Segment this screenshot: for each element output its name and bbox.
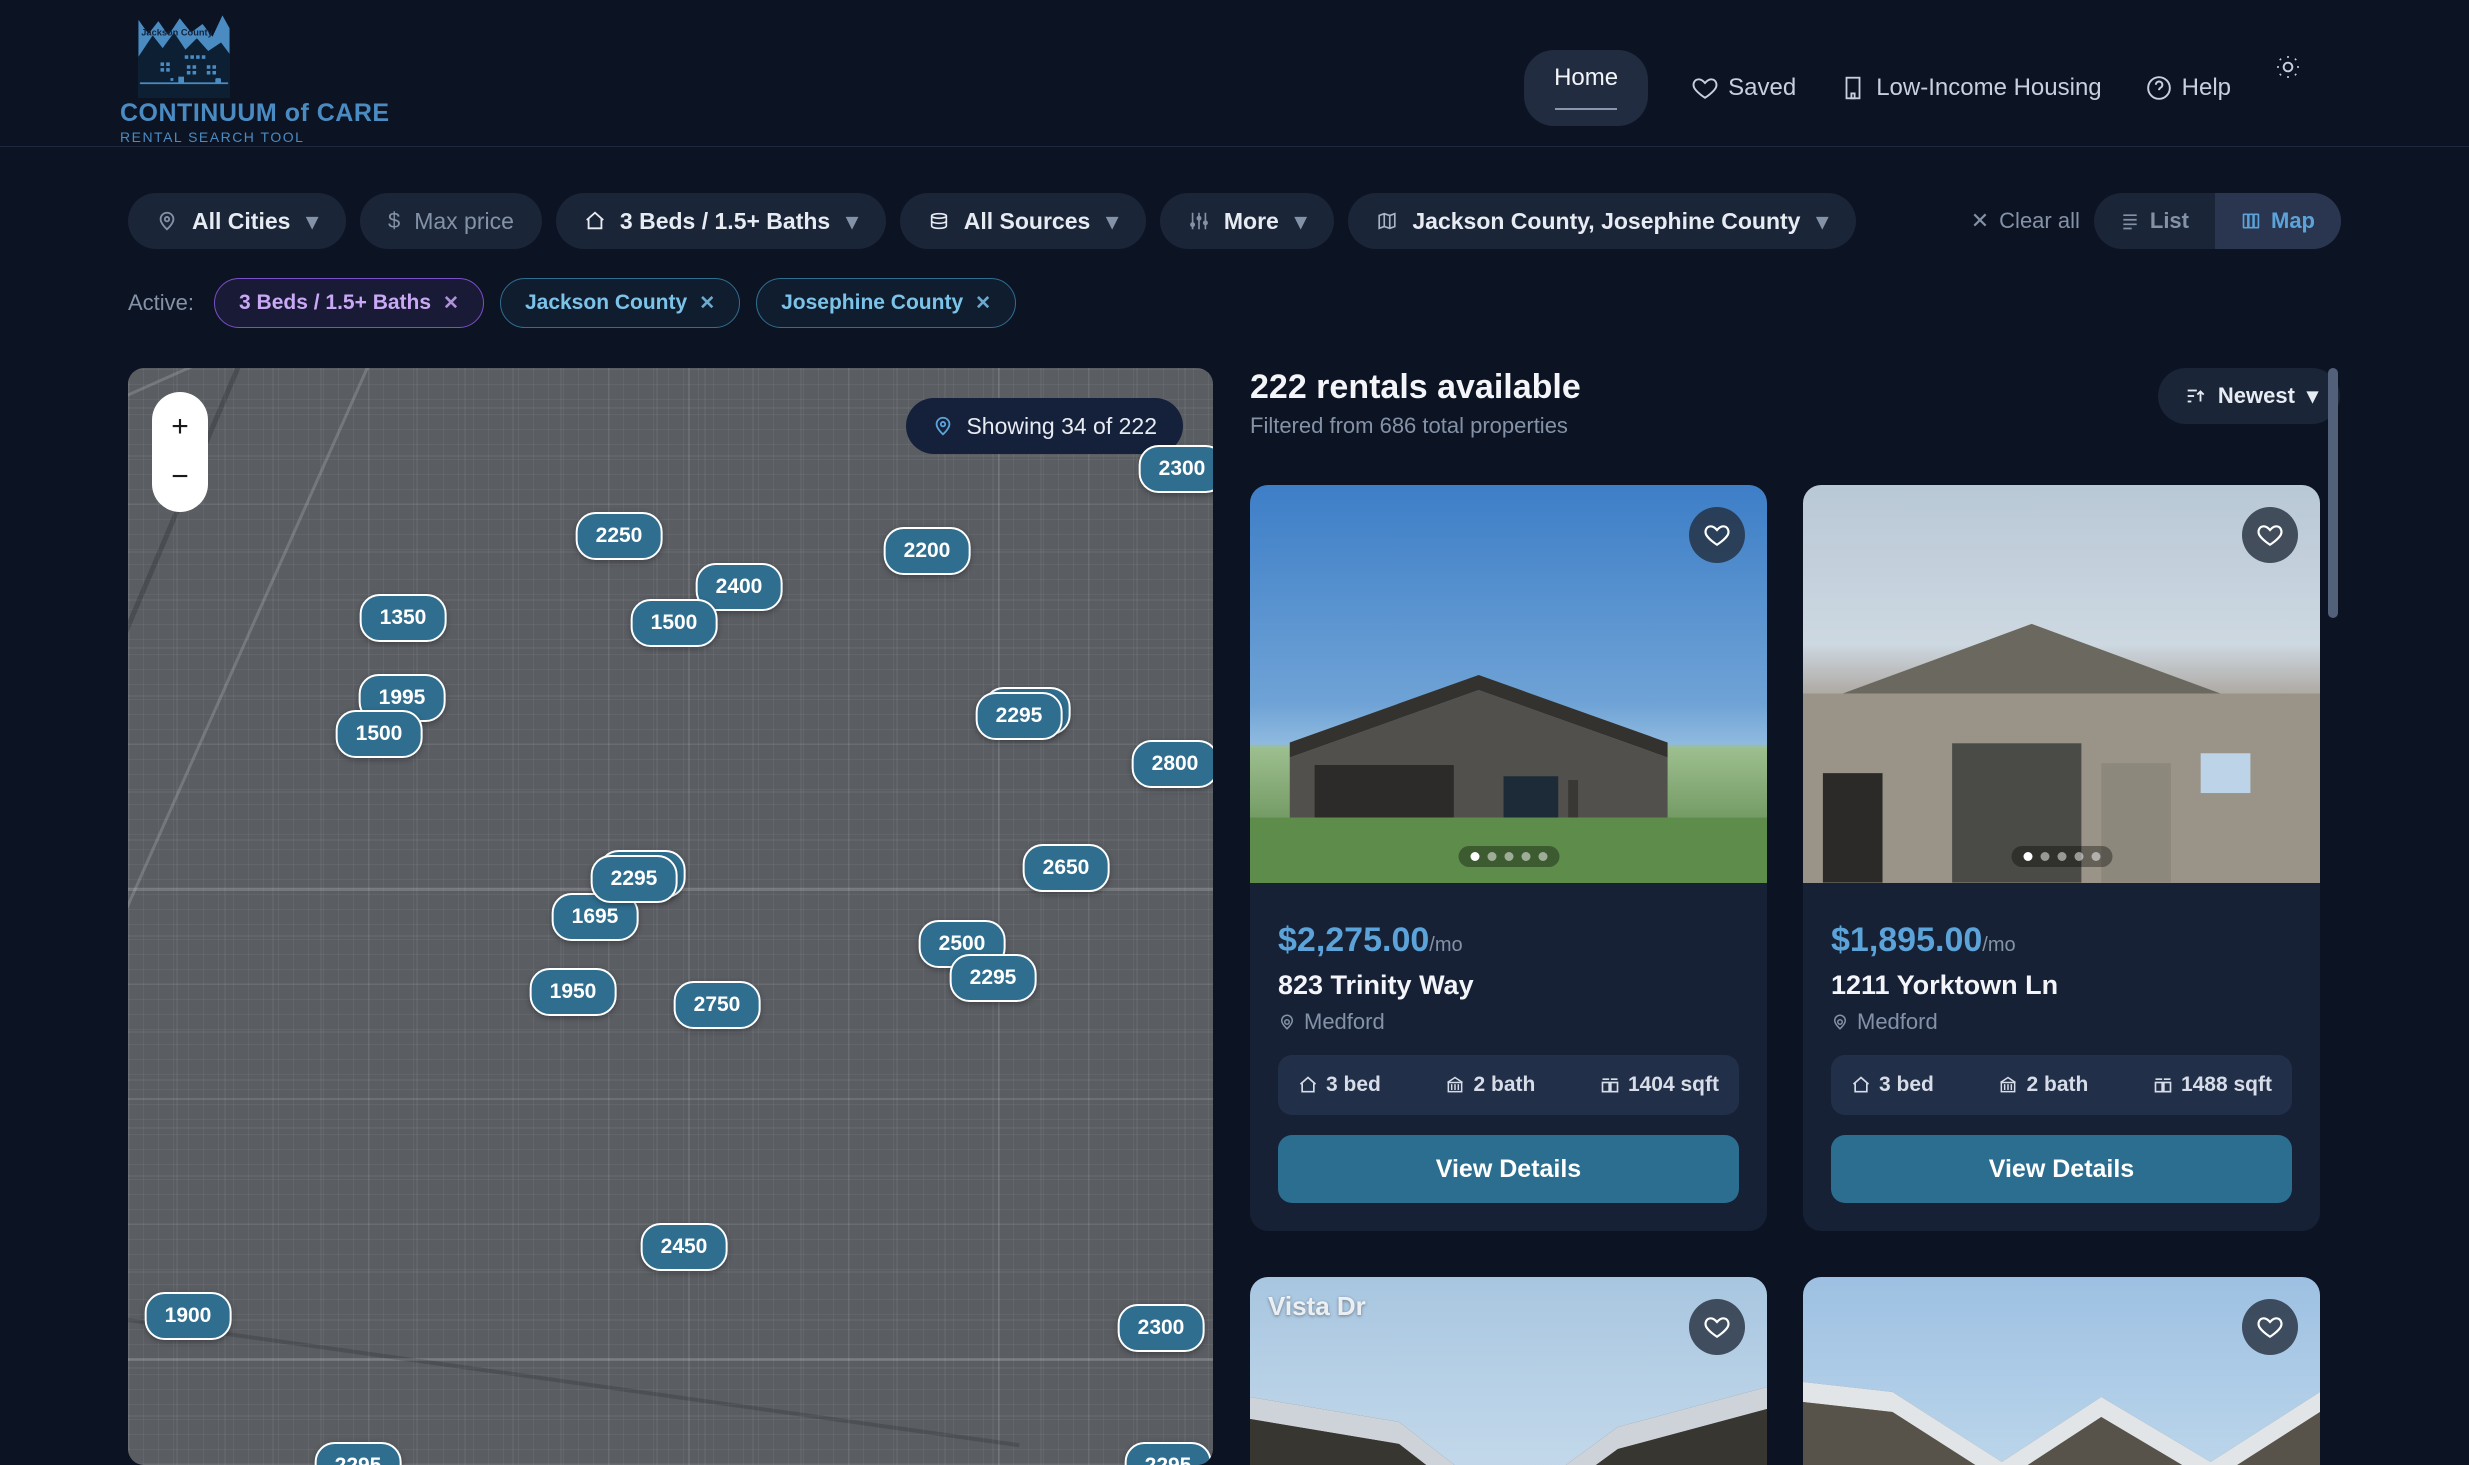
svg-text:Jackson County: Jackson County	[141, 27, 213, 37]
